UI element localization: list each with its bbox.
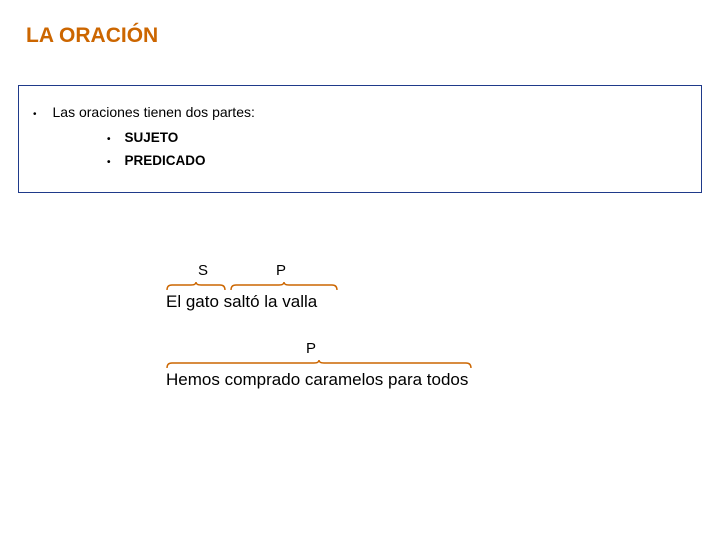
item-label: PREDICADO (125, 153, 206, 168)
braces-row (166, 282, 317, 292)
label-predicate: P (306, 340, 316, 357)
example-sentence: El gato saltó la valla (166, 292, 317, 312)
intro-text: Las oraciones tienen dos partes: (53, 104, 255, 120)
item-label: SUJETO (125, 130, 179, 145)
item-sujeto: • SUJETO (107, 130, 701, 145)
bullet-icon: • (107, 158, 111, 168)
example-2: P Hemos comprado caramelos para todos (166, 340, 468, 390)
label-subject: S (198, 262, 208, 279)
item-predicado: • PREDICADO (107, 153, 701, 168)
braces-row (166, 360, 468, 370)
bullet-icon: • (33, 110, 37, 120)
example-sentence: Hemos comprado caramelos para todos (166, 370, 468, 390)
bullet-icon: • (107, 135, 111, 145)
intro-line: • Las oraciones tienen dos partes: (33, 104, 701, 120)
slide-title: LA ORACIÓN (26, 24, 158, 48)
example-1: S P El gato saltó la valla (166, 262, 317, 312)
label-predicate: P (276, 262, 286, 279)
definition-box: • Las oraciones tienen dos partes: • SUJ… (18, 85, 702, 193)
